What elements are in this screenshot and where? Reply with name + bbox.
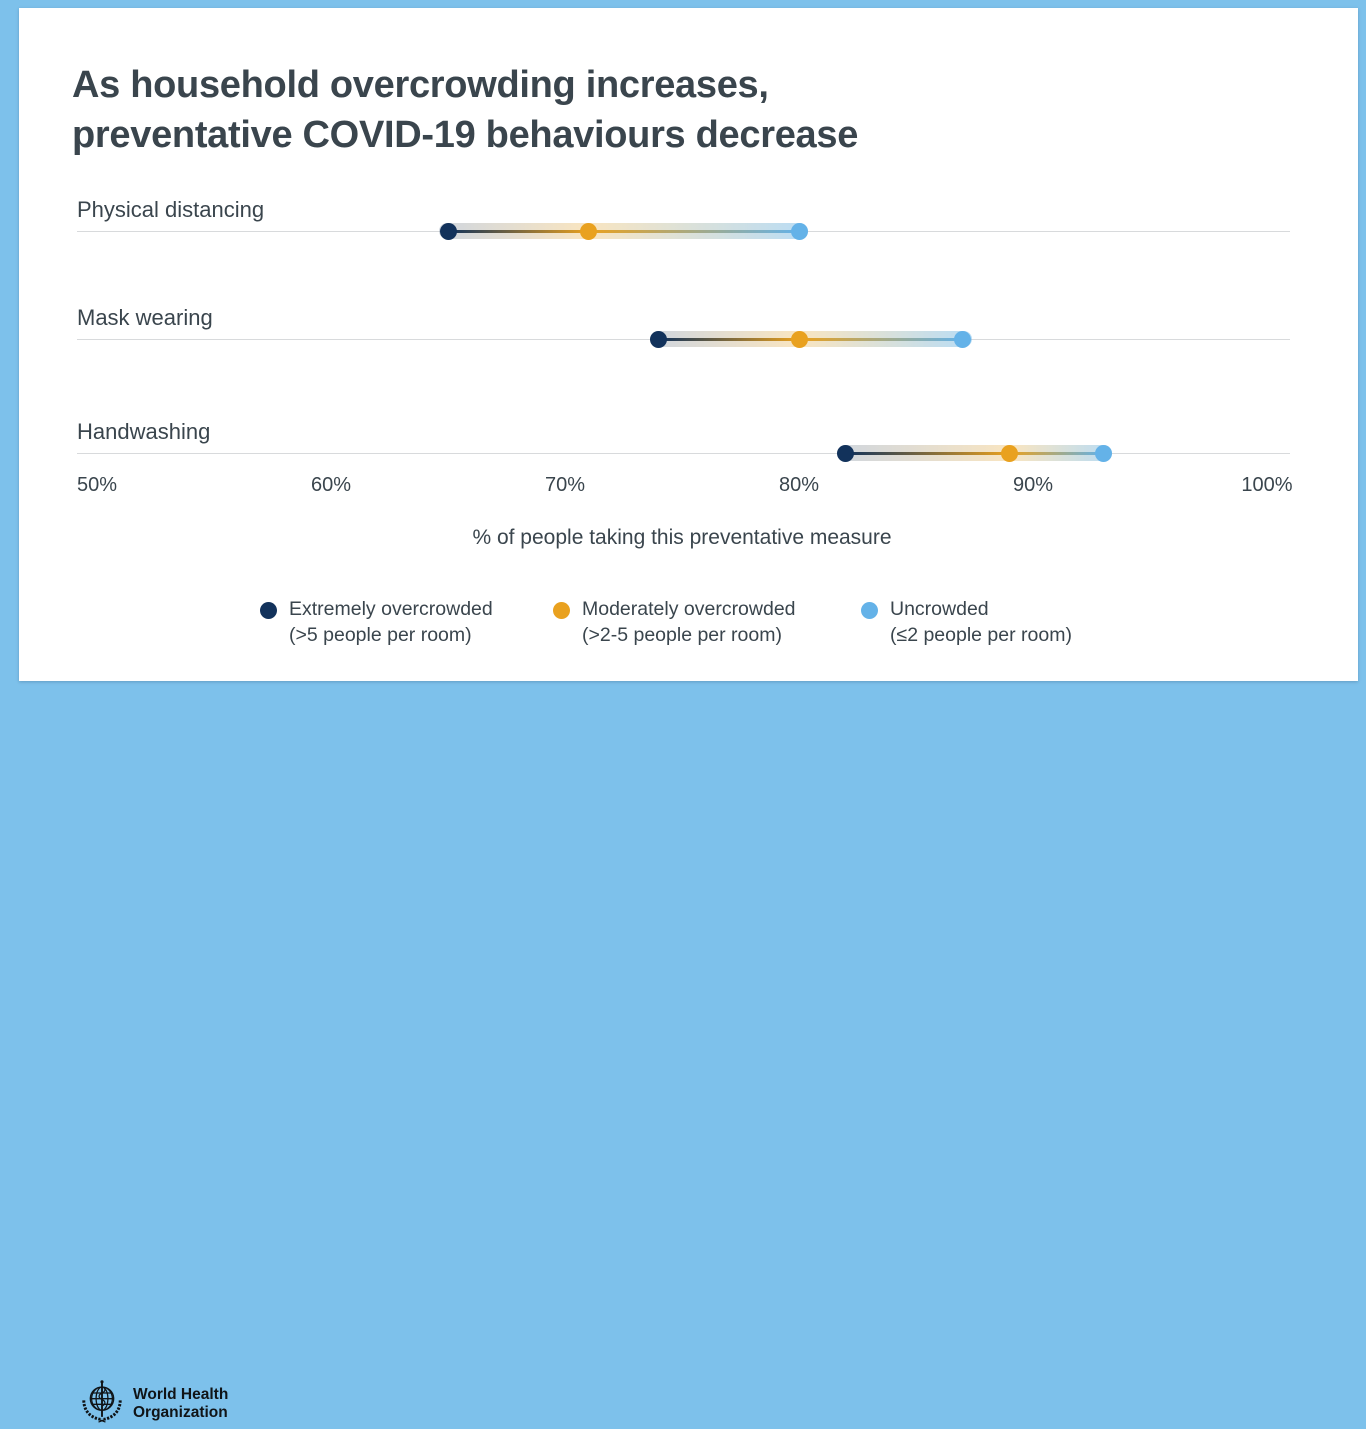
- legend-label: Moderately overcrowded: [582, 598, 796, 620]
- who-text-line2: Organization: [133, 1404, 228, 1421]
- data-dot: [1001, 444, 1019, 462]
- data-dot: [790, 330, 808, 348]
- legend-label: Extremely overcrowded: [289, 598, 493, 620]
- legend-dot: [259, 601, 277, 619]
- legend-dot: [860, 601, 878, 619]
- data-dot: [790, 222, 808, 240]
- chart-title: As household overcrowding increases, pre…: [72, 60, 1172, 160]
- legend-sublabel: (>2-5 people per room): [582, 624, 782, 646]
- x-tick-label: 100%: [1241, 474, 1293, 496]
- category-label: Mask wearing: [77, 305, 213, 330]
- legend-dot: [552, 601, 570, 619]
- x-tick-label: 70%: [544, 474, 586, 496]
- data-dot: [650, 330, 668, 348]
- chart-card: [19, 8, 1358, 681]
- x-tick-label: 90%: [1012, 474, 1054, 496]
- legend-entry-label: Moderately overcrowded (>2-5 people per r…: [582, 596, 796, 648]
- x-axis-label: % of people taking this preventative mea…: [472, 526, 892, 549]
- legend-sublabel: (>5 people per room): [289, 624, 472, 646]
- chart-title-line2: preventative COVID-19 behaviours decreas…: [72, 114, 859, 156]
- data-dot: [579, 222, 597, 240]
- x-tick-label: 60%: [310, 474, 352, 496]
- legend-label: Uncrowded: [890, 598, 989, 620]
- data-dot: [1094, 444, 1112, 462]
- dumbbell-line: [658, 337, 963, 341]
- who-infographic: As household overcrowding increases, pre…: [0, 8, 1366, 1423]
- dumbbell-line: [448, 229, 799, 233]
- category-label: Handwashing: [77, 419, 211, 444]
- x-tick-label: 80%: [778, 474, 820, 496]
- row-baseline: [77, 452, 1290, 454]
- who-logo-icon: [82, 1380, 122, 1423]
- footer: World Health Organization: [0, 681, 1366, 1423]
- legend-entry-label: Uncrowded (≤2 people per room): [890, 596, 1072, 648]
- legend-entry-label: Extremely overcrowded (>5 people per room…: [289, 596, 493, 648]
- who-text-line1: World Health: [133, 1386, 229, 1403]
- data-dot: [954, 330, 972, 348]
- data-dot: [837, 444, 855, 462]
- legend-sublabel: (≤2 people per room): [890, 624, 1072, 646]
- data-dot: [439, 222, 457, 240]
- category-label: Physical distancing: [77, 197, 265, 222]
- dumbbell-line: [845, 451, 1104, 455]
- chart-title-line1: As household overcrowding increases,: [72, 64, 769, 106]
- who-logo-text: World Health Organization: [133, 1386, 228, 1422]
- x-tick-label: 50%: [76, 474, 118, 496]
